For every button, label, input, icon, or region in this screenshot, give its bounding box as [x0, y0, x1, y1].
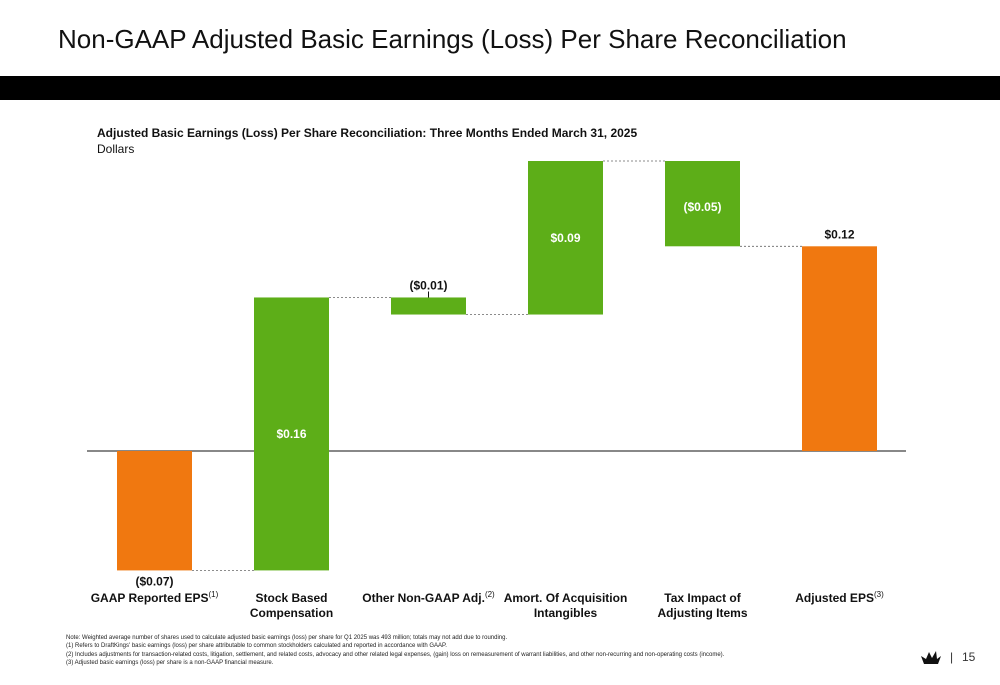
footnotes: Note: Weighted average number of shares … [66, 634, 866, 667]
note-line: (3) Adjusted basic earnings (loss) per s… [66, 659, 274, 666]
data-label: $0.12 [824, 227, 854, 241]
slide-title: Non-GAAP Adjusted Basic Earnings (Loss) … [58, 24, 847, 54]
page-number: 15 [962, 650, 976, 664]
data-label: ($0.05) [683, 200, 721, 214]
note-line: Note: Weighted average number of shares … [66, 635, 508, 641]
category-tick-label: Adjusted EPS(3) [795, 590, 884, 605]
note-line: (2) Includes adjustments for transaction… [66, 651, 725, 658]
category-tick-label: Amort. Of Acquisition Intangibles [504, 591, 628, 620]
data-label: ($0.01) [409, 278, 447, 292]
waterfall-bar [528, 161, 603, 315]
waterfall-bar [391, 297, 466, 315]
data-label: $0.09 [550, 231, 580, 245]
note-line: (1) Refers to DraftKings' basic earnings… [66, 643, 447, 650]
waterfall-bar [802, 246, 877, 451]
page-separator: | [950, 650, 954, 664]
category-tick-label: Stock Based Compensation [250, 591, 333, 620]
waterfall-bar [665, 161, 740, 247]
category-tick-label: Other Non-GAAP Adj.(2) [362, 590, 495, 605]
category-tick-label: GAAP Reported EPS(1) [91, 590, 219, 605]
header-bar [0, 76, 1000, 100]
category-tick-label: Tax Impact of Adjusting Items [657, 591, 747, 620]
data-label: ($0.07) [135, 574, 173, 588]
crown-logo-icon [921, 651, 941, 664]
chart-title: Adjusted Basic Earnings (Loss) Per Share… [97, 126, 638, 140]
data-label: $0.16 [276, 427, 306, 441]
waterfall-bar [117, 451, 192, 571]
waterfall-bar [254, 297, 329, 571]
chart-subtitle: Dollars [97, 142, 135, 156]
